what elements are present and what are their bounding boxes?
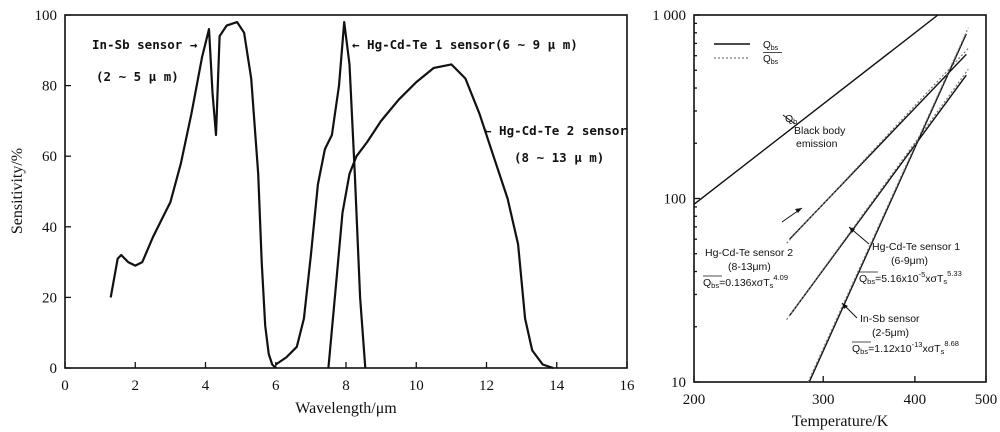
left-x-tick-label: 16 xyxy=(620,378,636,394)
annotation-hgcdte2: ← Hg-Cd-Te 2 sensor xyxy=(484,123,627,138)
right-y-tick-label: 100 xyxy=(664,192,687,208)
annotation-hgcdte2-range: (8 ~ 13 μ m) xyxy=(514,150,604,165)
formula-hgcdte2: Qbs=0.136xσTs4.09 xyxy=(703,273,788,290)
arrowhead-insb xyxy=(842,303,848,309)
annotation-insb: In-Sb sensor → xyxy=(92,37,198,52)
annotation-hgcdte1: ← Hg-Cd-Te 1 sensor(6 ~ 9 μ m) xyxy=(352,37,578,52)
curve-insb xyxy=(109,21,277,369)
label-hgcdte2-range: (8-13μm) xyxy=(728,261,771,273)
label-insb: In-Sb sensor xyxy=(860,313,920,325)
curve-hgcdte2 xyxy=(327,63,554,370)
line-insb-fit xyxy=(807,27,969,382)
line-hgcdte2-fit xyxy=(786,47,969,244)
left-x-tick-label: 4 xyxy=(202,378,210,394)
curve-hgcdte1 xyxy=(275,21,367,369)
arrowhead-hgcdte1 xyxy=(849,227,855,233)
left-y-tick-label: 80 xyxy=(42,79,57,95)
legend-solid-label: Qbs xyxy=(763,40,779,52)
right-x-tick-label: 300 xyxy=(812,392,835,408)
arrowhead-hgcdte2 xyxy=(795,208,802,213)
left-x-tick-label: 10 xyxy=(409,378,424,394)
label-qb: Qb xyxy=(785,113,797,126)
right-y-tick-label: 1 000 xyxy=(652,8,686,24)
right-plot-frame xyxy=(693,14,987,383)
line-hgcdte2 xyxy=(789,53,967,240)
right-x-tick-label: 400 xyxy=(904,392,927,408)
right-y-tick-label: 10 xyxy=(671,375,686,391)
left-y-tick-label: 60 xyxy=(42,149,57,165)
left-curves xyxy=(109,21,554,370)
right-curves xyxy=(694,15,969,382)
left-y-tick-label: 20 xyxy=(42,290,57,306)
left-x-tick-label: 0 xyxy=(61,378,69,394)
left-x-tick-label: 12 xyxy=(479,378,494,394)
label-hgcdte1: Hg-Cd-Te sensor 1 xyxy=(872,241,960,253)
left-y-tick-label: 0 xyxy=(50,361,58,377)
right-x-tick-label: 500 xyxy=(975,392,998,408)
left-x-tick-label: 8 xyxy=(342,378,350,394)
left-y-tick-label: 40 xyxy=(42,220,57,236)
legend-dotted-label: Qbs xyxy=(763,54,779,66)
left-ticks: 0 2 4 6 8 10 12 14 16 0 20 40 60 80 100 xyxy=(35,8,636,394)
left-x-tick-label: 6 xyxy=(272,378,280,394)
left-y-axis-label: Sensitivity/% xyxy=(9,148,26,234)
label-blackbody: Black body xyxy=(794,125,846,137)
right-x-tick-label: 200 xyxy=(683,392,706,408)
left-x-axis-label: Wavelength/μm xyxy=(295,400,397,417)
line-insb xyxy=(808,33,967,382)
line-hgcdte1-fit xyxy=(786,68,969,320)
right-chart: 200 300 400 500 10 100 1 000 Temperature/K Qbs… xyxy=(652,8,997,430)
left-x-tick-label: 2 xyxy=(132,378,140,394)
arrow-blackbody xyxy=(782,114,796,125)
label-insb-range: (2-5μm) xyxy=(872,327,909,339)
label-emission: emission xyxy=(796,138,838,150)
line-hgcdte1 xyxy=(789,74,967,317)
formula-insb: Qbs=1.12x10-13xσTs8.68 xyxy=(852,339,959,356)
label-hgcdte2: Hg-Cd-Te sensor 2 xyxy=(705,247,793,259)
left-x-tick-label: 14 xyxy=(549,378,565,394)
right-x-axis-label: Temperature/K xyxy=(792,413,889,430)
right-legend: Qbs Qbs xyxy=(714,40,782,66)
annotation-insb-range: (2 ~ 5 μ m) xyxy=(96,69,179,84)
left-y-tick-label: 100 xyxy=(35,8,58,24)
label-hgcdte1-range: (6-9μm) xyxy=(891,255,928,267)
line-blackbody-qb xyxy=(694,15,939,205)
formula-hgcdte1: Qbs=5.16x10-5xσTs5.33 xyxy=(859,269,962,286)
right-ticks: 200 300 400 500 10 100 1 000 xyxy=(652,8,997,408)
